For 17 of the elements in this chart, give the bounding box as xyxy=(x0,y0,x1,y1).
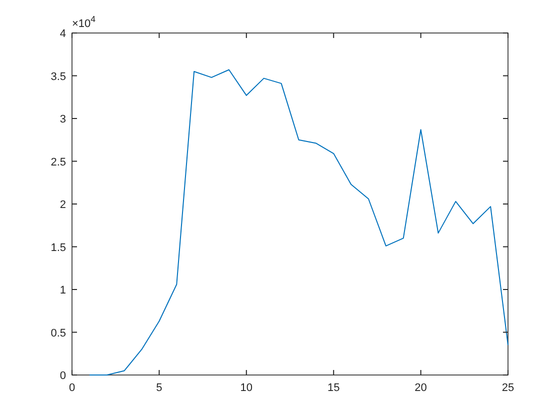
x-tick-label: 20 xyxy=(414,382,427,394)
y-tick-label: 2.5 xyxy=(50,156,66,168)
y-tick-label: 1.5 xyxy=(50,242,66,254)
x-tick-label: 15 xyxy=(327,382,340,394)
x-tick-label: 5 xyxy=(156,382,162,394)
y-tick-label: 3.5 xyxy=(50,70,66,83)
y-tick-label: 2 xyxy=(60,199,66,211)
y-tick-label: 0.5 xyxy=(50,327,66,340)
x-tick-label: 10 xyxy=(240,382,253,394)
y-tick-label: 4 xyxy=(60,28,66,40)
text: ×10$^{4}$ xyxy=(72,14,96,30)
y-tick-label: 0 xyxy=(60,370,66,382)
y-tick-label: 3 xyxy=(60,114,66,126)
x-tick-label: 0 xyxy=(68,382,76,394)
line-series xyxy=(88,69,508,376)
y-tick-label: 1 xyxy=(60,284,66,296)
x-tick-label: 25 xyxy=(502,382,514,394)
